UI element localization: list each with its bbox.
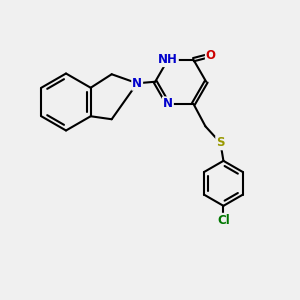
Text: S: S [216, 136, 225, 149]
Text: O: O [206, 49, 216, 62]
Text: Cl: Cl [217, 214, 230, 227]
Text: N: N [163, 97, 173, 110]
Text: N: N [132, 77, 142, 90]
Text: NH: NH [158, 53, 178, 66]
